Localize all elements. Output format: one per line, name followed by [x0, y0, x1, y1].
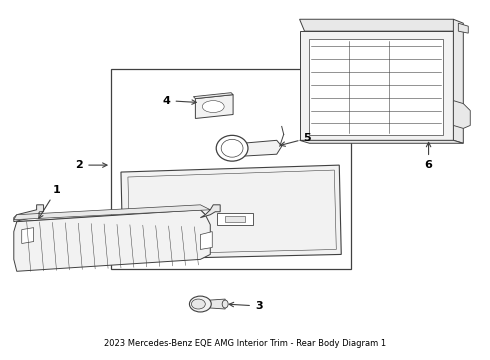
Text: 2: 2	[75, 160, 107, 170]
Polygon shape	[196, 95, 233, 118]
Text: 4: 4	[163, 96, 196, 105]
Ellipse shape	[216, 135, 248, 161]
Polygon shape	[200, 205, 220, 218]
Polygon shape	[310, 39, 443, 135]
Text: 5: 5	[281, 133, 311, 146]
Ellipse shape	[190, 296, 211, 312]
Polygon shape	[14, 205, 210, 220]
Ellipse shape	[202, 100, 224, 113]
Polygon shape	[225, 216, 245, 222]
Text: 6: 6	[425, 142, 433, 170]
Polygon shape	[200, 231, 212, 249]
Polygon shape	[299, 31, 453, 140]
Polygon shape	[458, 23, 468, 33]
Ellipse shape	[221, 139, 243, 157]
Polygon shape	[121, 165, 341, 260]
Text: 1: 1	[39, 185, 60, 218]
Polygon shape	[217, 213, 253, 225]
Polygon shape	[242, 140, 282, 156]
Polygon shape	[17, 210, 205, 230]
Ellipse shape	[222, 300, 228, 308]
Polygon shape	[453, 100, 470, 129]
Polygon shape	[299, 19, 458, 31]
Polygon shape	[453, 19, 464, 143]
Polygon shape	[14, 210, 210, 271]
Polygon shape	[14, 205, 44, 222]
Polygon shape	[194, 93, 233, 99]
Polygon shape	[299, 140, 464, 143]
Ellipse shape	[192, 299, 205, 309]
Polygon shape	[210, 299, 225, 309]
Text: 2023 Mercedes-Benz EQE AMG Interior Trim - Rear Body Diagram 1: 2023 Mercedes-Benz EQE AMG Interior Trim…	[104, 339, 386, 348]
Polygon shape	[22, 228, 34, 243]
Text: 3: 3	[229, 301, 263, 311]
